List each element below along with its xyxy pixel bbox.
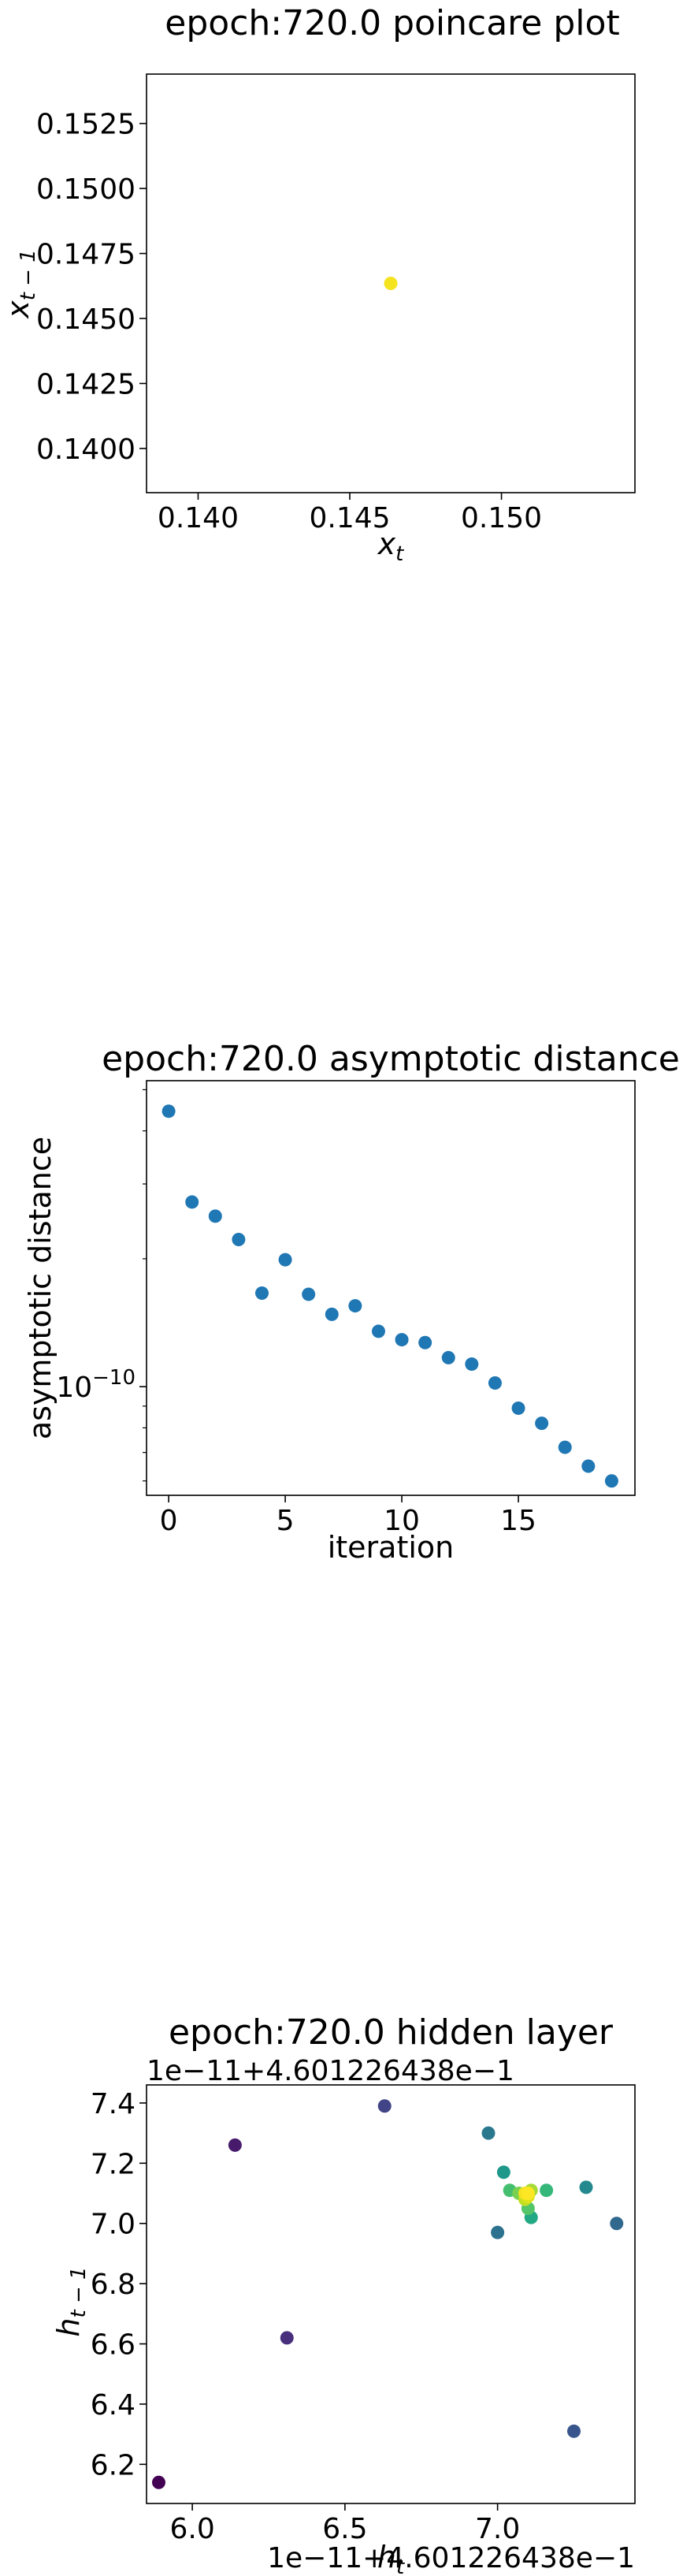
- asymptotic-point: [535, 1416, 549, 1431]
- asymptotic-x-tick-label: 15: [500, 1505, 536, 1537]
- poincare-y-tick-label: 0.1500: [36, 173, 135, 206]
- asymptotic-y-axis-label: asymptotic distance: [23, 1137, 58, 1439]
- hidden-point: [579, 2180, 593, 2194]
- asymptotic-minor-ticks: [143, 1089, 147, 1482]
- hidden-y-ticks: 6.2 6.4 6.6 6.8 7.0 7.2 7.4: [91, 2088, 147, 2481]
- poincare-y-tick-label: 0.1450: [36, 303, 135, 336]
- asymptotic-point: [254, 1286, 269, 1301]
- hidden-x-tick-label: 6.0: [169, 2513, 214, 2545]
- hidden-y-tick-label: 6.4: [91, 2389, 135, 2422]
- asymptotic-point: [161, 1104, 176, 1119]
- asymptotic-point: [325, 1307, 339, 1321]
- hidden-point: [521, 2187, 535, 2201]
- poincare-x-tick-label: 0.140: [158, 502, 239, 534]
- asymptotic-point: [418, 1335, 432, 1349]
- hidden-point: [280, 2331, 294, 2345]
- poincare-title: epoch:720.0 poincare plot: [165, 3, 619, 43]
- asymptotic-point: [185, 1195, 199, 1209]
- hidden-point: [496, 2165, 510, 2180]
- hidden-y-tick-label: 7.4: [91, 2088, 135, 2120]
- hidden-point: [491, 2225, 505, 2239]
- poincare-x-axis-label: xt: [377, 527, 405, 566]
- poincare-y-ticks: 0.1400 0.1425 0.1450 0.1475 0.1500 0.1525: [36, 109, 147, 466]
- hidden-x-tick-label: 7.0: [475, 2513, 520, 2545]
- asymptotic-point: [604, 1474, 618, 1488]
- hidden-point: [540, 2183, 554, 2198]
- asymptotic-title: epoch:720.0 asymptotic distance: [102, 1039, 680, 1079]
- hidden-y-offset-label: 1e−11+4.601226438e−1: [147, 2055, 514, 2087]
- hidden-y-tick-label: 6.8: [91, 2269, 135, 2301]
- asymptotic-point: [488, 1376, 502, 1390]
- asymptotic-point: [348, 1299, 362, 1313]
- hidden-y-tick-label: 6.2: [91, 2449, 135, 2481]
- asymptotic-point: [232, 1232, 246, 1246]
- asymptotic-point: [465, 1357, 479, 1372]
- hidden-point: [228, 2138, 242, 2152]
- hidden-layer-chart: epoch:720.0 hidden layer 1e−11+4.6012264…: [51, 2012, 636, 2576]
- hidden-y-tick-label: 6.6: [91, 2329, 135, 2362]
- hidden-point: [610, 2217, 624, 2231]
- hidden-x-tick-label: 6.5: [322, 2513, 367, 2545]
- asymptotic-point: [558, 1440, 572, 1454]
- asymptotic-point: [395, 1333, 409, 1347]
- asymptotic-point: [581, 1459, 596, 1473]
- hidden-plot-frame: [146, 2084, 636, 2504]
- poincare-y-axis-label: xt − 1: [1, 249, 40, 319]
- poincare-y-tick-label: 0.1525: [36, 109, 135, 141]
- poincare-y-tick-label: 0.1400: [36, 434, 135, 466]
- hidden-point: [152, 2475, 165, 2489]
- asymptotic-point: [278, 1253, 292, 1267]
- asymptotic-y-tick-label: 10−10: [56, 1366, 135, 1404]
- asymptotic-point: [302, 1287, 316, 1301]
- asymptotic-x-tick-label: 5: [277, 1505, 295, 1537]
- poincare-point: [384, 277, 398, 290]
- poincare-plot-frame: [146, 73, 636, 493]
- asymptotic-point: [371, 1324, 385, 1338]
- asymptotic-y-ticks: 10−10: [56, 1366, 147, 1404]
- asymptotic-plot-frame: [146, 1080, 636, 1496]
- asymptotic-point: [208, 1209, 222, 1223]
- asymptotic-point: [511, 1401, 525, 1415]
- hidden-x-offset-label: 1e−11+4.601226438e−1: [267, 2542, 635, 2574]
- hidden-points: [152, 2099, 624, 2489]
- poincare-y-tick-label: 0.1425: [36, 368, 135, 400]
- hidden-y-tick-label: 7.0: [91, 2209, 135, 2241]
- poincare-chart: epoch:720.0 poincare plot 0.140 0.145 0.15…: [1, 3, 636, 566]
- hidden-point: [377, 2099, 392, 2113]
- asymptotic-x-tick-label: 0: [160, 1505, 178, 1537]
- poincare-points: [384, 277, 398, 290]
- asymptotic-distance-chart: epoch:720.0 asymptotic distance 0 5 10 15 1…: [23, 1039, 680, 1565]
- hidden-y-axis-label: ht − 1: [51, 2266, 91, 2336]
- asymptotic-x-axis-label: iteration: [328, 1530, 455, 1565]
- asymptotic-x-tick-label: 10: [384, 1505, 420, 1537]
- asymptotic-x-ticks: 0 5 10 15: [160, 1495, 536, 1537]
- hidden-title: epoch:720.0 hidden layer: [169, 2012, 614, 2053]
- poincare-y-tick-label: 0.1475: [36, 239, 135, 271]
- poincare-x-tick-label: 0.145: [309, 502, 390, 534]
- hidden-x-axis-label: ht: [377, 2540, 405, 2576]
- hidden-point: [481, 2126, 496, 2140]
- hidden-y-tick-label: 7.2: [91, 2148, 135, 2180]
- asymptotic-points: [161, 1104, 618, 1488]
- hidden-x-ticks: 6.0 6.5 7.0: [169, 2503, 520, 2545]
- asymptotic-point: [441, 1350, 455, 1364]
- poincare-x-tick-label: 0.150: [461, 502, 542, 534]
- hidden-point: [567, 2424, 581, 2438]
- poincare-x-ticks: 0.140 0.145 0.150: [158, 493, 542, 534]
